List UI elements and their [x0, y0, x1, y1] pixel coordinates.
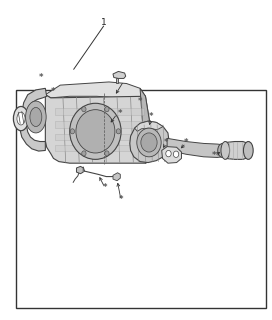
- Ellipse shape: [137, 128, 161, 157]
- Ellipse shape: [30, 108, 42, 126]
- Text: *: *: [119, 195, 123, 204]
- Ellipse shape: [141, 133, 157, 152]
- Ellipse shape: [82, 151, 86, 156]
- Ellipse shape: [82, 107, 86, 112]
- Text: *: *: [212, 151, 217, 160]
- Polygon shape: [55, 108, 144, 115]
- Ellipse shape: [105, 107, 109, 112]
- Ellipse shape: [243, 141, 253, 159]
- Polygon shape: [225, 141, 248, 159]
- Ellipse shape: [13, 107, 29, 131]
- Ellipse shape: [221, 141, 230, 159]
- Ellipse shape: [218, 143, 227, 157]
- Ellipse shape: [26, 101, 46, 133]
- Polygon shape: [45, 95, 156, 163]
- Ellipse shape: [17, 112, 25, 125]
- Polygon shape: [140, 88, 156, 163]
- Ellipse shape: [76, 110, 115, 153]
- Polygon shape: [162, 147, 181, 163]
- Text: *: *: [184, 138, 188, 147]
- Polygon shape: [167, 138, 222, 157]
- Polygon shape: [20, 88, 47, 151]
- Polygon shape: [45, 82, 146, 100]
- Polygon shape: [113, 173, 120, 181]
- Ellipse shape: [173, 151, 179, 157]
- Text: *: *: [149, 113, 153, 122]
- Polygon shape: [55, 145, 144, 151]
- Polygon shape: [135, 121, 163, 131]
- Ellipse shape: [166, 150, 171, 157]
- Text: *: *: [118, 109, 122, 118]
- Ellipse shape: [105, 151, 109, 156]
- Polygon shape: [116, 78, 118, 83]
- Ellipse shape: [70, 103, 121, 159]
- Text: *: *: [39, 73, 43, 82]
- Bar: [16, 90, 266, 308]
- Polygon shape: [130, 121, 169, 163]
- Polygon shape: [76, 166, 83, 174]
- Text: *: *: [103, 183, 107, 192]
- Ellipse shape: [116, 129, 120, 134]
- Polygon shape: [55, 121, 144, 127]
- Polygon shape: [55, 134, 144, 140]
- Text: *: *: [51, 87, 56, 96]
- Polygon shape: [113, 71, 126, 78]
- Text: *: *: [138, 97, 142, 106]
- Text: 1: 1: [101, 19, 106, 28]
- Text: *: *: [163, 138, 168, 147]
- Ellipse shape: [70, 129, 75, 134]
